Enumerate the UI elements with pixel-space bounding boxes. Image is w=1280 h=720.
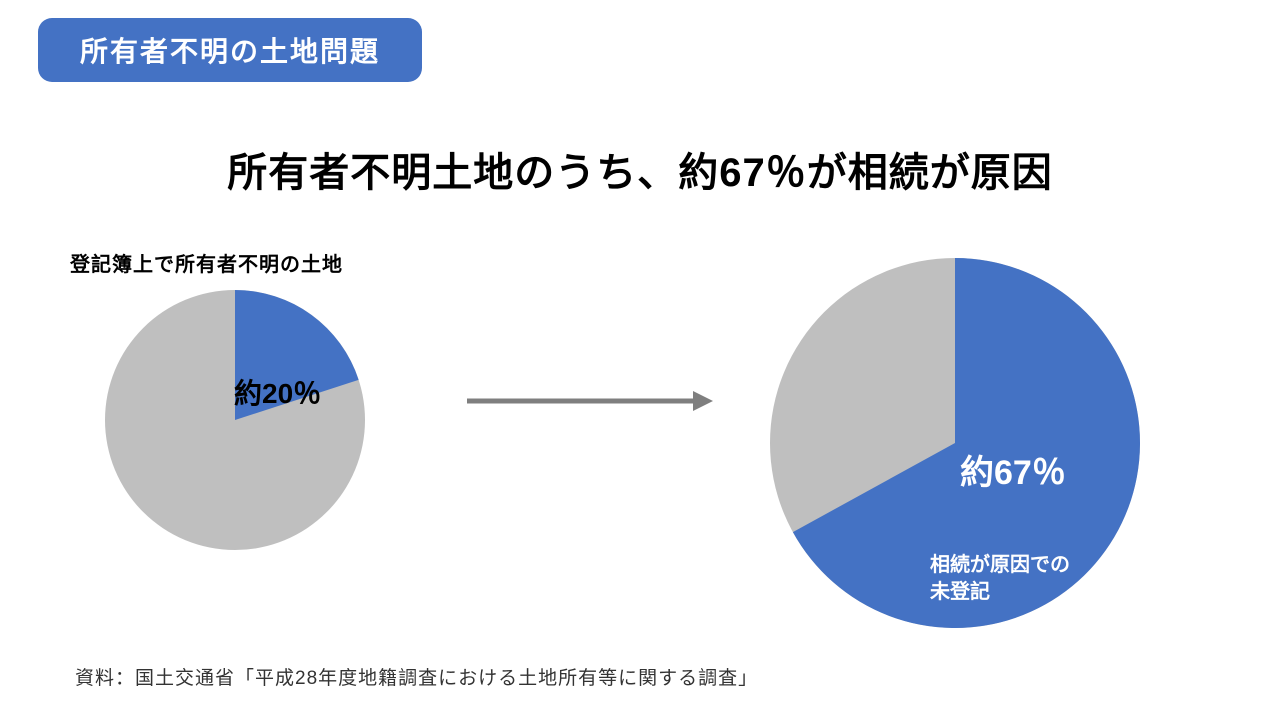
- arrow-icon: [465, 386, 715, 416]
- pie-right-label: 約67％: [960, 445, 1066, 494]
- caption-line-2: 未登記: [930, 581, 990, 603]
- headline: 所有者不明土地のうち、約67％が相続が原因: [0, 140, 1280, 198]
- pie-chart-left: [105, 290, 365, 550]
- source-citation: 資料：国土交通省「平成28年度地籍調査における土地所有等に関する調査」: [75, 663, 758, 690]
- pie-right-caption: 相続が原因での 未登記: [930, 552, 1070, 606]
- pie-left-label: 約20％: [234, 372, 321, 412]
- caption-line-1: 相続が原因での: [930, 554, 1070, 576]
- subheading-left-pie: 登記簿上で所有者不明の土地: [70, 248, 343, 277]
- title-badge: 所有者不明の土地問題: [38, 18, 422, 82]
